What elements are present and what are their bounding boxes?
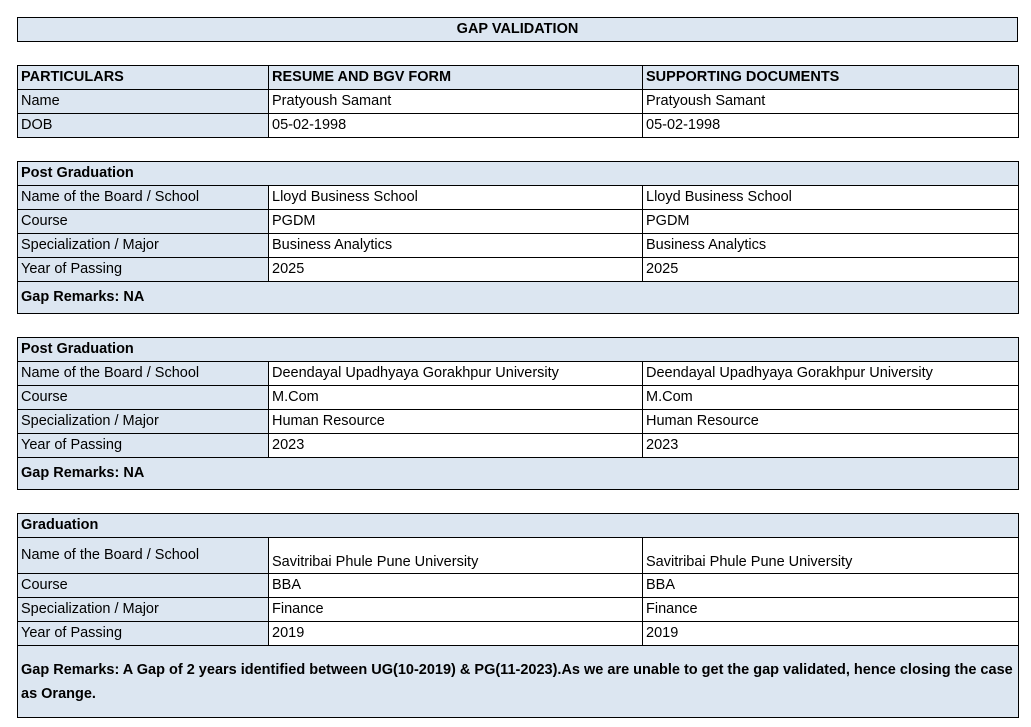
row-label: Specialization / Major bbox=[17, 233, 269, 258]
resume-value: 2025 bbox=[268, 257, 643, 282]
supporting-value: 05-02-1998 bbox=[642, 113, 1019, 138]
table-row: Specialization / Major Human Resource Huma… bbox=[17, 409, 1020, 434]
resume-value: Pratyoush Samant bbox=[268, 89, 643, 114]
table-row: Specialization / Major Business Analytics… bbox=[17, 233, 1020, 258]
row-label: Course bbox=[17, 209, 269, 234]
row-label: Name of the Board / School bbox=[17, 361, 269, 386]
section-graduation: Graduation Name of the Board / School Sav… bbox=[16, 513, 1020, 718]
row-label: Name of the Board / School bbox=[17, 185, 269, 210]
supporting-value: Pratyoush Samant bbox=[642, 89, 1019, 114]
row-label: Year of Passing bbox=[17, 257, 269, 282]
row-label: Course bbox=[17, 573, 269, 598]
table-row: Course PGDM PGDM bbox=[17, 209, 1020, 234]
table-row: DOB 05-02-1998 05-02-1998 bbox=[17, 113, 1019, 138]
resume-value: BBA bbox=[268, 573, 643, 598]
section-heading: Graduation bbox=[16, 513, 1020, 538]
supporting-value: BBA bbox=[641, 573, 1020, 598]
row-label: Specialization / Major bbox=[17, 409, 269, 434]
resume-value: 2023 bbox=[268, 433, 643, 458]
resume-value: M.Com bbox=[268, 385, 643, 410]
supporting-value: Lloyd Business School bbox=[641, 185, 1020, 210]
resume-value: Lloyd Business School bbox=[268, 185, 643, 210]
resume-value: Business Analytics bbox=[268, 233, 643, 258]
supporting-value: Business Analytics bbox=[641, 233, 1020, 258]
supporting-value: Savitribai Phule Pune University bbox=[641, 537, 1020, 574]
gap-remarks: Gap Remarks: NA bbox=[16, 457, 1020, 490]
supporting-value: PGDM bbox=[641, 209, 1020, 234]
table-row: Name of the Board / School Deendayal Upad… bbox=[17, 361, 1020, 386]
supporting-value: Finance bbox=[641, 597, 1020, 622]
table-row: Specialization / Major Finance Finance bbox=[17, 597, 1020, 622]
resume-value: Savitribai Phule Pune University bbox=[268, 537, 643, 574]
personal-table: PARTICULARS RESUME AND BGV FORM SUPPORTI… bbox=[17, 65, 1019, 138]
row-label: Name of the Board / School bbox=[17, 537, 269, 574]
page-title: GAP VALIDATION bbox=[17, 17, 1018, 42]
section-post-graduation-2: Post Graduation Name of the Board / Scho… bbox=[16, 337, 1020, 490]
section-heading: Post Graduation bbox=[16, 337, 1020, 362]
resume-value: Deendayal Upadhyaya Gorakhpur University bbox=[268, 361, 643, 386]
gap-remarks: Gap Remarks: A Gap of 2 years identified… bbox=[16, 645, 1020, 718]
gap-remarks: Gap Remarks: NA bbox=[16, 281, 1020, 314]
supporting-value: Deendayal Upadhyaya Gorakhpur University bbox=[641, 361, 1020, 386]
resume-value: 05-02-1998 bbox=[268, 113, 643, 138]
resume-value: Finance bbox=[268, 597, 643, 622]
row-label: Specialization / Major bbox=[17, 597, 269, 622]
supporting-value: 2023 bbox=[641, 433, 1020, 458]
supporting-value: 2019 bbox=[641, 621, 1020, 646]
resume-value: Human Resource bbox=[268, 409, 643, 434]
row-label: DOB bbox=[17, 113, 269, 138]
row-label: Name bbox=[17, 89, 269, 114]
supporting-value: 2025 bbox=[641, 257, 1020, 282]
table-row: Name of the Board / School Savitribai Phu… bbox=[17, 537, 1020, 574]
table-row: Course M.Com M.Com bbox=[17, 385, 1020, 410]
table-row: Year of Passing 2023 2023 bbox=[17, 433, 1020, 458]
row-label: Course bbox=[17, 385, 269, 410]
section-heading: Post Graduation bbox=[16, 161, 1020, 186]
resume-value: 2019 bbox=[268, 621, 643, 646]
resume-value: PGDM bbox=[268, 209, 643, 234]
header-supporting: SUPPORTING DOCUMENTS bbox=[642, 65, 1019, 90]
title-block: GAP VALIDATION bbox=[17, 17, 1018, 42]
table-row: Name of the Board / School Lloyd Business… bbox=[17, 185, 1020, 210]
header-resume: RESUME AND BGV FORM bbox=[268, 65, 643, 90]
row-label: Year of Passing bbox=[17, 433, 269, 458]
row-label: Year of Passing bbox=[17, 621, 269, 646]
header-particulars: PARTICULARS bbox=[17, 65, 269, 90]
table-row: Year of Passing 2025 2025 bbox=[17, 257, 1020, 282]
supporting-value: M.Com bbox=[641, 385, 1020, 410]
supporting-value: Human Resource bbox=[641, 409, 1020, 434]
table-row: Name Pratyoush Samant Pratyoush Samant bbox=[17, 89, 1019, 114]
section-post-graduation-1: Post Graduation Name of the Board / Scho… bbox=[16, 161, 1020, 314]
table-row: Year of Passing 2019 2019 bbox=[17, 621, 1020, 646]
table-row: Course BBA BBA bbox=[17, 573, 1020, 598]
